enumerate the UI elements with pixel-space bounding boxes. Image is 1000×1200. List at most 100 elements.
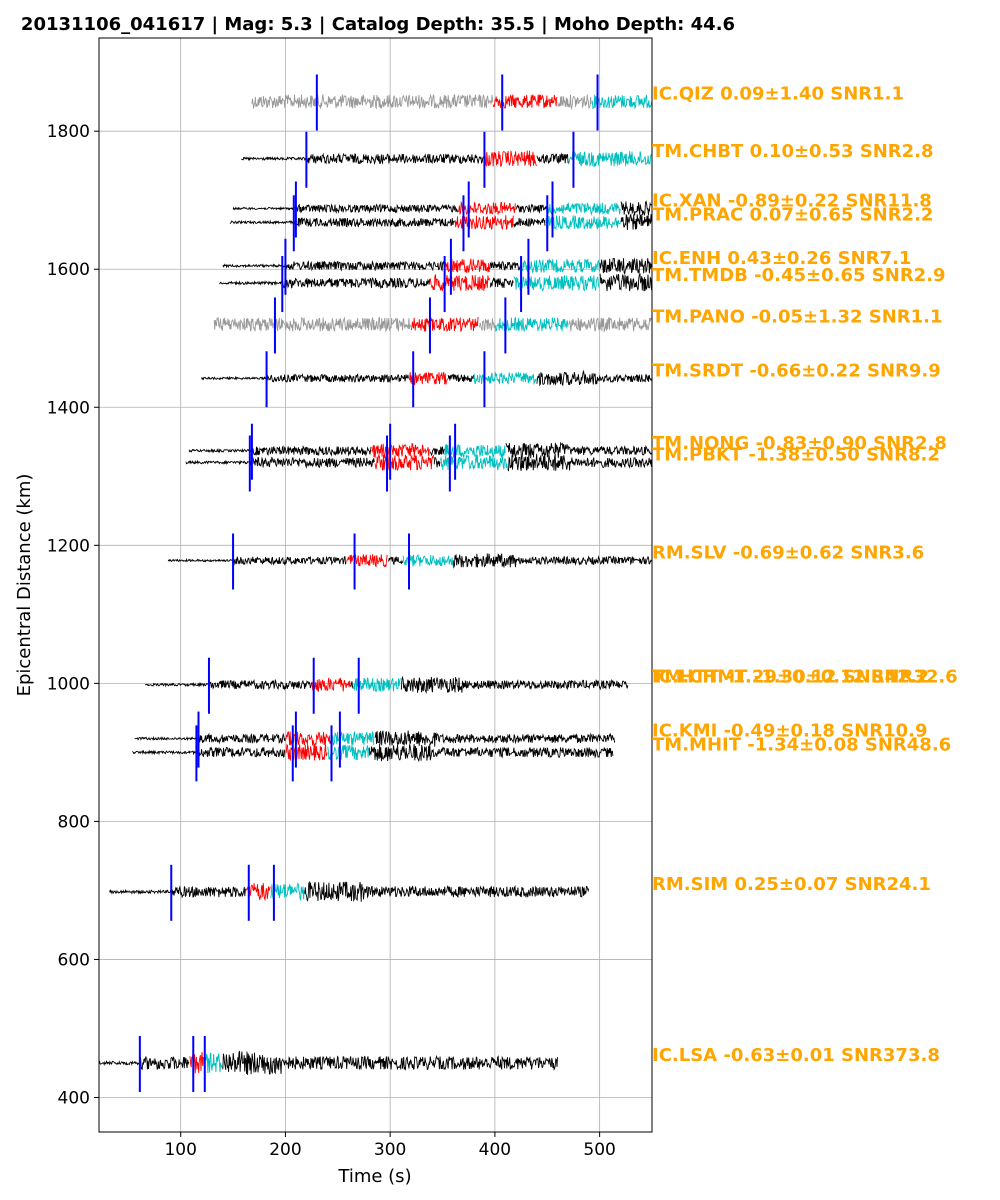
waveform-segment-pre xyxy=(167,556,404,566)
waveform-segment-post xyxy=(620,213,653,231)
station-label: TM.PBKT -1.38±0.50 SNR8.2 xyxy=(652,444,940,465)
waveform-segment-cyan xyxy=(494,316,569,333)
waveform-segment-red xyxy=(492,94,558,109)
waveform-segment-pre xyxy=(109,885,246,899)
waveform-segment-post xyxy=(536,369,652,387)
axis-ticks: 100 200 300 400 500 400 600 800 1000 1200 1400 1600… xyxy=(47,122,616,1160)
station-labels: IC.QIZ 0.09±1.40 SNR1.1 TM.CHBT 0.10±0.53… xyxy=(652,84,958,1066)
waveform-segment-pre xyxy=(145,678,354,691)
waveform-segment-pre xyxy=(241,152,569,166)
y-tick-label: 1200 xyxy=(47,536,90,556)
y-tick-label: 400 xyxy=(58,1088,90,1108)
waveform-segment-cyan xyxy=(591,94,653,110)
x-tick-label: 100 xyxy=(164,1140,196,1160)
waveform-segment-post xyxy=(505,441,653,460)
y-tick-label: 1000 xyxy=(47,674,90,694)
station-label: TM.CHBT 0.10±0.53 SNR2.8 xyxy=(652,141,934,162)
station-label: TM.PANO -0.05±1.32 SNR1.1 xyxy=(652,306,943,327)
waveform-segment-red xyxy=(457,200,516,216)
y-tick-label: 1600 xyxy=(47,260,90,280)
waveform-segment-red xyxy=(429,273,491,292)
waveform-segment-red xyxy=(484,150,537,168)
y-tick-label: 600 xyxy=(58,950,90,970)
station-label: IC.QIZ 0.09±1.40 SNR1.1 xyxy=(652,84,904,105)
waveform-segment-red xyxy=(444,258,490,273)
waveform-segment-cyan xyxy=(440,454,508,471)
waveform-traces xyxy=(98,93,653,1075)
waveform-segment-red xyxy=(408,371,449,386)
waveform-trace xyxy=(98,1050,558,1075)
waveform-segment-red xyxy=(189,1052,204,1074)
grid-lines xyxy=(99,38,652,1132)
waveform-trace xyxy=(167,553,652,569)
waveform-trace xyxy=(213,316,652,333)
station-label: TM.NONG -0.83±0.90 SNR2.8 xyxy=(652,433,947,454)
waveform-segment-cyan xyxy=(353,677,401,693)
waveform-segment-post xyxy=(222,1050,558,1075)
waveform-trace xyxy=(188,441,653,460)
waveform-segment-post xyxy=(400,675,629,695)
waveform-segment-cyan xyxy=(521,258,600,274)
waveform-trace xyxy=(185,453,653,472)
waveform-segment-red xyxy=(374,453,435,472)
waveform-trace xyxy=(134,730,616,747)
waveform-segment-post xyxy=(568,316,652,333)
waveform-segment-post xyxy=(620,200,653,216)
waveform-segment-post xyxy=(304,880,590,903)
station-label: RM.SIM 0.25±0.07 SNR24.1 xyxy=(652,874,931,895)
waveform-segment-post xyxy=(599,273,652,292)
waveform-segment-red xyxy=(346,554,388,568)
waveform-segment-post xyxy=(452,553,652,569)
waveform-segment-pre xyxy=(222,260,522,272)
x-tick-label: 500 xyxy=(583,1140,615,1160)
waveform-segment-pre xyxy=(98,1056,190,1071)
x-tick-label: 400 xyxy=(479,1140,511,1160)
station-label: IC.LSA -0.63±0.01 SNR373.8 xyxy=(652,1045,940,1066)
waveform-segment-post xyxy=(507,453,653,472)
y-axis-label: Epicentral Distance (km) xyxy=(14,474,35,697)
station-label: IC.HTT -1.29±0.12 SNR42.2 xyxy=(652,667,929,688)
waveform-segment-red xyxy=(245,883,271,902)
waveform-segment-cyan xyxy=(402,554,454,567)
waveform-trace xyxy=(241,150,652,168)
waveform-segment-pre xyxy=(201,373,474,384)
waveform-segment-pre xyxy=(213,316,496,333)
waveform-segment-pre xyxy=(251,93,592,111)
waveform-trace xyxy=(201,369,652,387)
station-label: TM.TMDB -0.45±0.65 SNR2.9 xyxy=(652,265,946,286)
waveform-segment-pre xyxy=(229,217,546,228)
waveform-trace xyxy=(219,273,652,292)
waveform-segment-cyan xyxy=(270,882,305,902)
waveform-segment-cyan xyxy=(444,444,506,459)
waveform-trace xyxy=(145,675,629,695)
waveform-segment-pre xyxy=(134,732,286,745)
waveform-trace xyxy=(251,93,653,111)
phase-pick-markers xyxy=(138,74,599,1092)
station-label: TM.PRAC 0.07±0.65 SNR2.2 xyxy=(652,204,933,225)
station-label: TM.SRDT -0.66±0.22 SNR9.9 xyxy=(652,360,941,381)
waveform-segment-cyan xyxy=(545,215,621,231)
x-tick-label: 200 xyxy=(269,1140,301,1160)
waveform-segment-red xyxy=(410,316,479,332)
waveform-segment-pre xyxy=(188,445,445,457)
x-axis-label: Time (s) xyxy=(337,1166,411,1187)
waveform-segment-post xyxy=(374,730,616,747)
y-tick-label: 800 xyxy=(58,812,90,832)
y-tick-label: 1800 xyxy=(47,122,90,142)
waveform-trace xyxy=(109,880,590,903)
waveform-segment-red xyxy=(454,214,514,231)
waveform-trace xyxy=(229,213,653,231)
station-label: IC.KMI -0.49±0.18 SNR10.9 xyxy=(652,721,928,742)
waveform-segment-post xyxy=(599,257,653,276)
waveform-segment-pre xyxy=(232,203,548,214)
waveform-segment-cyan xyxy=(568,151,652,168)
y-tick-label: 1400 xyxy=(47,398,90,418)
waveform-segment-pre xyxy=(132,746,286,758)
plot-frame xyxy=(98,37,653,1133)
waveform-segment-pre xyxy=(219,276,514,289)
waveform-segment-cyan xyxy=(203,1052,223,1074)
waveform-trace xyxy=(222,257,653,276)
waveform-segment-pre xyxy=(185,456,441,469)
waveform-segment-post xyxy=(368,743,614,763)
